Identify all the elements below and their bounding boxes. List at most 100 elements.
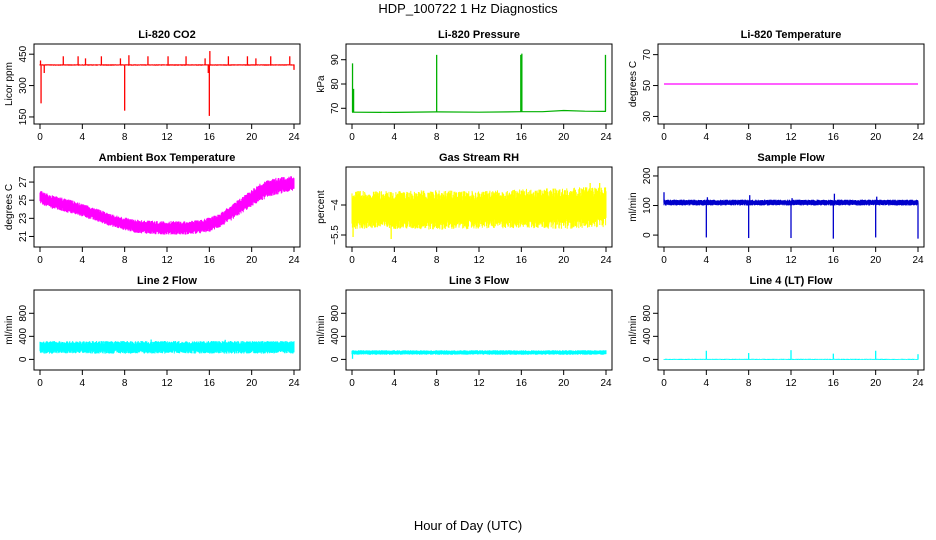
- plot-area: [39, 176, 295, 235]
- y-tick-label: 400: [330, 328, 341, 345]
- x-tick-label: 8: [746, 378, 752, 389]
- y-tick-label: 30: [642, 110, 653, 122]
- figure-title: HDP_100722 1 Hz Diagnostics: [378, 1, 558, 16]
- x-tick-label: 20: [558, 255, 570, 266]
- x-tick-label: 12: [473, 378, 485, 389]
- plot-frame: [33, 43, 301, 125]
- chart-title: Line 3 Flow: [449, 275, 509, 287]
- x-tick-label: 20: [558, 132, 570, 143]
- y-tick-label: 800: [330, 305, 341, 322]
- x-tick-label: 0: [37, 255, 43, 266]
- y-axis-label: ml/min: [316, 315, 327, 344]
- x-tick-label: 0: [661, 132, 667, 143]
- y-tick-label: 0: [330, 356, 341, 362]
- chart-title: Gas Stream RH: [439, 152, 519, 164]
- x-tick-label: 8: [746, 255, 752, 266]
- x-tick-label: 0: [349, 132, 355, 143]
- x-tick-label: 12: [785, 132, 797, 143]
- x-tick-label: 20: [870, 132, 882, 143]
- chart-title: Sample Flow: [757, 152, 825, 164]
- y-tick-label: 70: [330, 102, 341, 114]
- x-tick-label: 20: [870, 378, 882, 389]
- y-axis-label: degrees C: [628, 61, 639, 107]
- x-tick-label: 24: [288, 378, 300, 389]
- chart-title: Line 4 (LT) Flow: [750, 275, 833, 287]
- y-tick-label: 80: [330, 78, 341, 90]
- x-tick-label: 16: [828, 255, 840, 266]
- y-tick-label: 300: [18, 77, 29, 94]
- series-band: [351, 187, 607, 230]
- x-tick-label: 16: [516, 255, 528, 266]
- x-tick-label: 24: [912, 378, 924, 389]
- x-tick-label: 4: [704, 255, 710, 266]
- y-tick-label: 0: [18, 356, 29, 362]
- x-tick-label: 16: [204, 378, 216, 389]
- y-axis-label: Licor ppm: [4, 62, 15, 106]
- x-tick-label: 8: [122, 255, 128, 266]
- y-tick-label: 100: [642, 197, 653, 214]
- y-tick-label: 150: [18, 108, 29, 125]
- chart-panel: Ambient Box Temperature 0 4 8 12 16 20 24 21 23 25…: [4, 152, 301, 266]
- series-band: [39, 341, 295, 354]
- x-tick-label: 12: [161, 255, 173, 266]
- x-tick-label: 8: [434, 255, 440, 266]
- plot-area: [39, 339, 295, 354]
- x-tick-label: 16: [828, 132, 840, 143]
- chart-title: Li-820 CO2: [138, 29, 195, 41]
- x-tick-label: 0: [661, 255, 667, 266]
- y-axis-label: ml/min: [628, 192, 639, 221]
- series-band: [663, 358, 919, 360]
- x-tick-label: 20: [246, 132, 258, 143]
- x-tick-label: 8: [122, 378, 128, 389]
- plot-area: [663, 192, 919, 239]
- x-tick-label: 4: [80, 132, 86, 143]
- plot-area: [39, 51, 295, 116]
- x-tick-label: 20: [246, 255, 258, 266]
- plot-area: [351, 53, 607, 114]
- y-tick-label: 50: [642, 80, 653, 92]
- series-band: [351, 350, 607, 355]
- chart-title: Ambient Box Temperature: [99, 152, 236, 164]
- y-tick-label: 450: [18, 45, 29, 62]
- x-tick-label: 16: [516, 132, 528, 143]
- plot-area: [351, 183, 607, 239]
- y-tick-label: 25: [18, 194, 29, 206]
- x-tick-label: 24: [912, 132, 924, 143]
- plot-frame: [345, 289, 613, 371]
- plot-area: [351, 350, 607, 359]
- x-tick-label: 12: [473, 132, 485, 143]
- y-tick-label: −4: [330, 199, 341, 211]
- x-tick-label: 12: [785, 378, 797, 389]
- x-tick-label: 0: [349, 255, 355, 266]
- y-axis-label: ml/min: [628, 315, 639, 344]
- x-tick-label: 20: [246, 378, 258, 389]
- x-tick-label: 24: [600, 132, 612, 143]
- y-tick-label: 800: [18, 305, 29, 322]
- plot-frame: [33, 289, 301, 371]
- x-tick-label: 16: [828, 378, 840, 389]
- chart-title: Li-820 Pressure: [438, 29, 520, 41]
- x-tick-label: 24: [912, 255, 924, 266]
- x-tick-label: 0: [37, 378, 43, 389]
- chart-title: Line 2 Flow: [137, 275, 197, 287]
- y-axis-label: kPa: [316, 75, 327, 93]
- x-tick-label: 16: [204, 132, 216, 143]
- y-tick-label: 0: [642, 232, 653, 238]
- y-tick-label: 23: [18, 212, 29, 224]
- chart-panel: Li-820 Temperature 0 4 8 12 16 20 24 30 50 70degre…: [628, 29, 925, 143]
- x-tick-label: 8: [122, 132, 128, 143]
- x-tick-label: 0: [37, 132, 43, 143]
- chart-title: Li-820 Temperature: [741, 29, 842, 41]
- y-axis-label: percent: [316, 190, 327, 224]
- x-tick-label: 8: [434, 378, 440, 389]
- x-tick-label: 24: [600, 378, 612, 389]
- y-tick-label: 27: [18, 176, 29, 188]
- x-tick-label: 24: [288, 132, 300, 143]
- y-axis-label: degrees C: [4, 184, 15, 230]
